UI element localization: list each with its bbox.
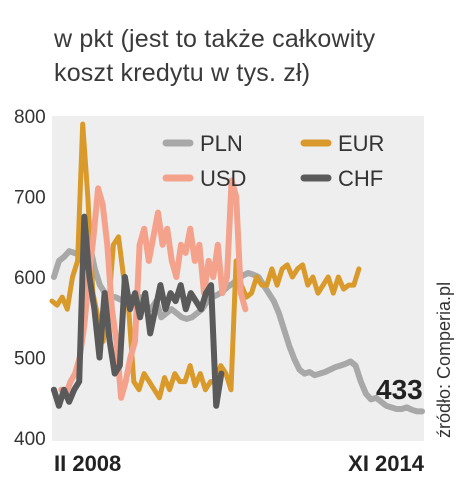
series-lines	[49, 121, 426, 415]
y-tick-label: 500	[14, 349, 46, 370]
series-line-chf	[50, 213, 225, 409]
y-tick-label: 600	[14, 268, 46, 289]
pln-end-value-label: 433	[376, 374, 423, 405]
y-tick-label: 800	[14, 107, 46, 128]
legend-label-pln: PLN	[200, 131, 243, 156]
x-axis-end-label: XI 2014	[348, 451, 425, 476]
y-tick-label: 700	[14, 188, 46, 209]
legend: PLN USD EUR CHF	[162, 131, 384, 191]
legend-label-chf: CHF	[338, 166, 383, 191]
y-tick-label: 400	[14, 429, 46, 450]
x-axis-start-label: II 2008	[54, 451, 121, 476]
legend-label-usd: USD	[200, 166, 246, 191]
series-line-usd	[58, 177, 249, 401]
legend-label-eur: EUR	[338, 131, 384, 156]
y-axis-ticks: 800 700 600 500 400	[14, 107, 46, 450]
chart-title: w pkt (jest to także całkowity koszt kre…	[54, 22, 375, 90]
source-note: źródło: Comperia.pl	[434, 282, 454, 438]
chart-title-line1: w pkt (jest to także całkowity	[54, 25, 376, 53]
chart-title-line2: koszt kredytu w tys. zł)	[54, 59, 311, 87]
